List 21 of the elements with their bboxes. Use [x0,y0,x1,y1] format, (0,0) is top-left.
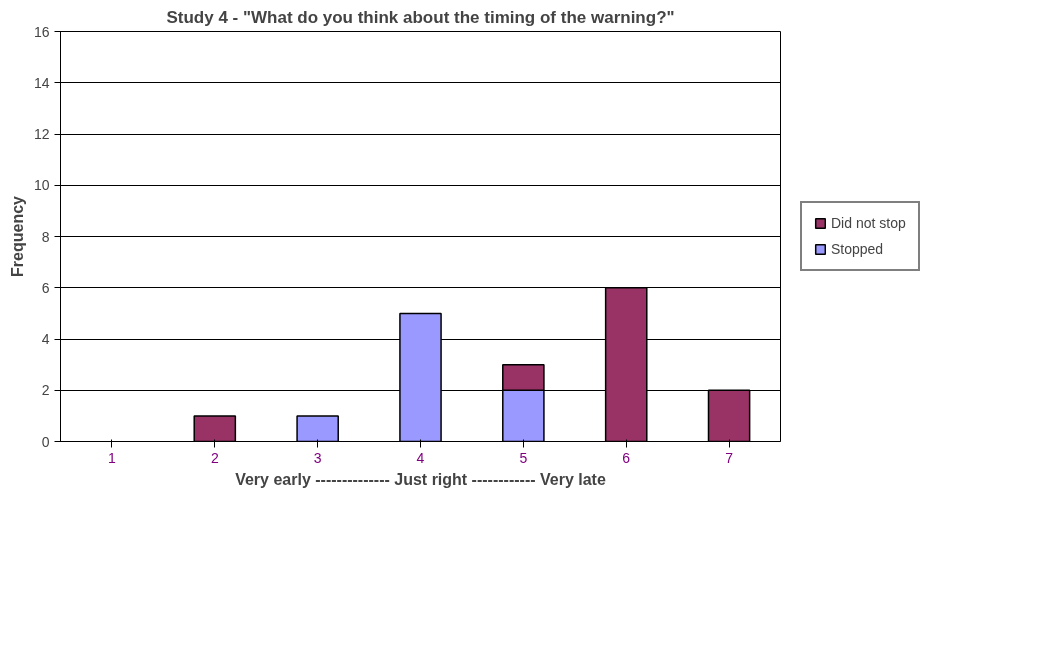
y-tick-label: 14 [33,74,50,91]
y-tick-label: 0 [41,433,50,450]
x-axis-title: Very early -------------- Just right ------------ Very late [235,470,606,488]
y-tick-label: 2 [41,382,50,399]
x-tick-label: 3 [313,449,322,466]
x-tick-label: 6 [622,449,631,466]
x-tick-label: 7 [725,449,734,466]
x-tick-label: 4 [416,449,425,466]
y-tick-label: 16 [33,23,50,40]
x-tick-label: 5 [519,449,528,466]
x-tick-label: 1 [108,449,117,466]
y-tick-label: 4 [41,331,50,347]
y-tick-label: 12 [33,126,50,142]
y-axis-title: Frequency [8,195,26,277]
legend-label: Stopped [831,241,884,257]
y-tick-label: 8 [41,228,50,245]
y-tick-label: 6 [41,279,50,296]
y-tick-label: 10 [33,177,50,194]
legend-label: Did not stop [831,215,906,231]
x-tick-label: 2 [210,449,219,466]
chart-title: Study 4 - "What do you think about the timing of the warning?" [166,7,675,27]
